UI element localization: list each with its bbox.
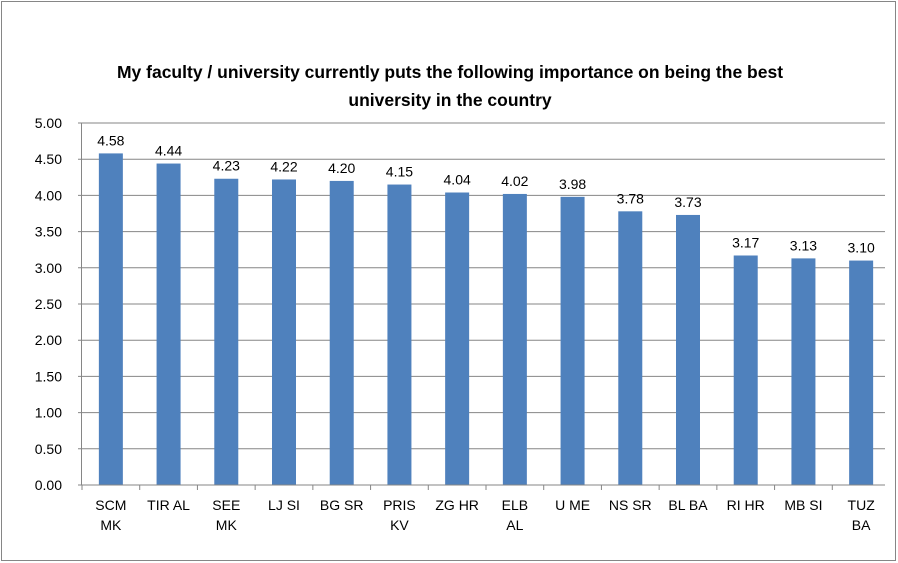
x-tick-label: U ME	[555, 497, 591, 513]
bar	[156, 163, 181, 485]
bar	[676, 214, 700, 485]
bar	[560, 196, 585, 485]
bar	[849, 260, 874, 485]
title-box: My faculty / university currently puts t…	[116, 62, 784, 110]
bar	[445, 192, 470, 485]
value-label: 4.58	[97, 132, 124, 148]
x-tick-label: ELB AL	[501, 497, 529, 533]
value-label: 3.13	[790, 237, 817, 253]
x-tick-label: SEE MK	[212, 497, 241, 533]
bar	[502, 193, 527, 485]
y-tick-label: 0.00	[35, 477, 62, 493]
x-tick-label: PRIS KV	[383, 497, 416, 533]
value-label: 4.02	[501, 173, 528, 189]
value-label: 4.15	[386, 164, 413, 180]
value-label: 4.22	[270, 158, 297, 174]
x-tick-label: MB SI	[784, 497, 823, 513]
x-tick-label: SCM MK	[95, 497, 127, 533]
x-tick-label: TUZ BA	[847, 497, 875, 533]
y-tick-label: 4.50	[35, 151, 62, 167]
bar	[214, 178, 239, 486]
y-tick-label: 1.00	[35, 405, 62, 421]
y-tick-label: 2.50	[35, 296, 62, 312]
value-label: 4.20	[328, 160, 355, 176]
chart-title: My faculty / university currently puts t…	[116, 62, 784, 110]
bar	[733, 255, 758, 485]
y-tick-label: 3.00	[35, 260, 62, 276]
y-tick-label: 1.50	[35, 368, 62, 384]
value-label: 4.04	[444, 172, 471, 188]
y-tick-label: 3.50	[35, 224, 62, 240]
x-tick-label: RI HR	[726, 497, 765, 513]
bar	[329, 180, 354, 486]
value-label: 3.98	[559, 176, 586, 192]
bar	[618, 211, 643, 485]
x-tick-label: TIR AL	[147, 497, 190, 513]
value-label: 3.78	[617, 190, 644, 206]
bar	[791, 258, 816, 485]
x-tick-label: BL BA	[668, 497, 708, 513]
y-tick-label: 4.00	[35, 187, 62, 203]
bar	[98, 153, 123, 485]
y-tick-label: 0.50	[35, 441, 62, 457]
x-tick-label: ZG HR	[435, 497, 479, 513]
y-tick-label: 5.00	[35, 115, 62, 131]
y-tick-label: 2.00	[35, 332, 62, 348]
x-tick-label: BG SR	[319, 497, 364, 513]
x-tick-label: LJ SI	[268, 497, 300, 513]
value-label: 3.10	[848, 240, 875, 256]
x-tick-label: NS SR	[608, 497, 652, 513]
value-label: 3.73	[674, 194, 701, 210]
value-label: 3.17	[732, 234, 759, 250]
bar	[272, 179, 296, 486]
value-label: 4.44	[155, 143, 182, 159]
bar	[387, 184, 412, 486]
value-label: 4.23	[213, 158, 240, 174]
